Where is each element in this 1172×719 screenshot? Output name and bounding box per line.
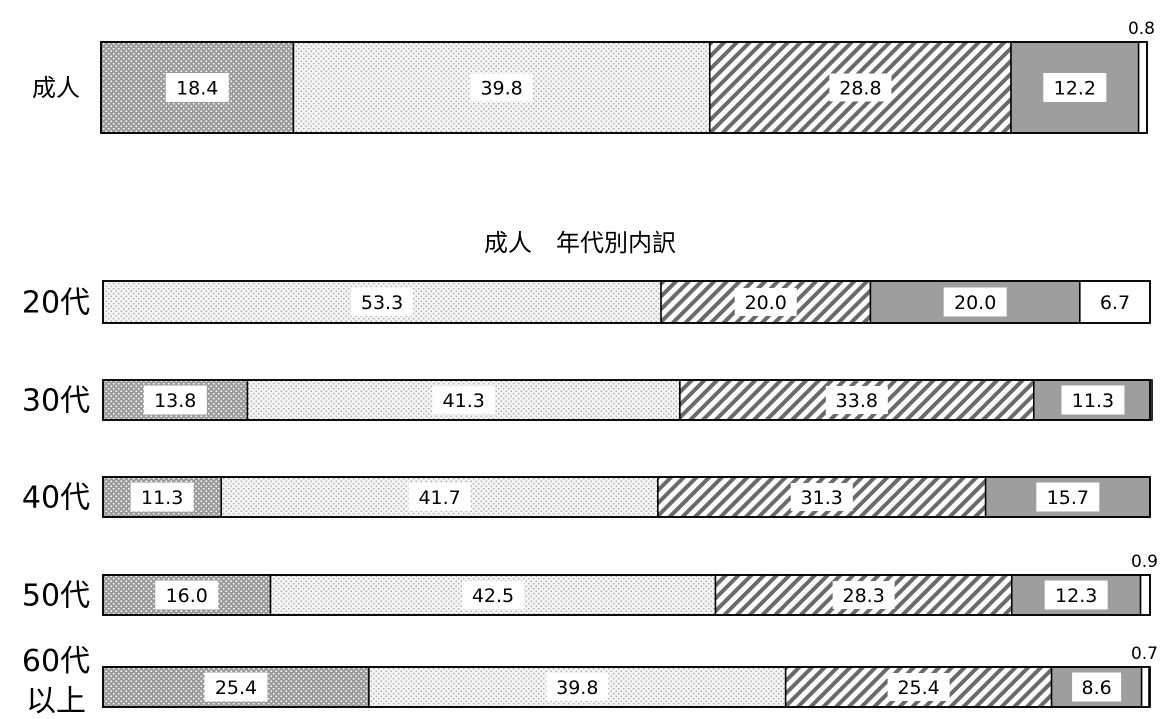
data-label: 20.0 — [954, 292, 996, 314]
data-label: 20.0 — [745, 292, 787, 314]
data-label-box — [204, 672, 268, 702]
data-label: 41.7 — [418, 487, 460, 509]
category-label: 50代 — [22, 579, 90, 614]
data-label-outside: 0.7 — [1131, 644, 1158, 664]
bar-segment-white — [1137, 41, 1148, 134]
data-label: 28.3 — [842, 585, 884, 607]
data-label-box — [143, 385, 207, 415]
data-label: 28.8 — [839, 78, 881, 100]
data-label: 6.7 — [1100, 292, 1130, 314]
data-label-box — [734, 288, 797, 316]
data-label-box — [432, 386, 495, 414]
data-label: 11.3 — [1072, 390, 1114, 412]
data-label: 39.8 — [556, 677, 598, 699]
data-label-box — [1036, 482, 1100, 512]
bar-segment-white — [1140, 666, 1150, 708]
data-label-outside: 0.9 — [1131, 552, 1158, 572]
bar-outline — [102, 379, 1151, 421]
data-label-box — [1072, 672, 1122, 702]
data-label: 12.2 — [1054, 78, 1096, 100]
category-label: 40代 — [22, 481, 90, 516]
data-label: 39.8 — [480, 78, 522, 100]
data-label-box — [546, 673, 609, 701]
data-label: 41.3 — [443, 390, 485, 412]
data-label-box — [790, 483, 853, 511]
data-label-box — [462, 581, 525, 609]
data-label: 25.4 — [897, 677, 939, 699]
category-label: 20代 — [22, 286, 90, 321]
data-label: 16.0 — [166, 585, 208, 607]
data-label: 53.3 — [361, 292, 403, 314]
bar-outline — [102, 574, 1151, 616]
bar-outline — [102, 280, 1151, 324]
category-label: 成人 — [32, 74, 80, 102]
data-label: 25.4 — [215, 677, 257, 699]
bar-outline — [102, 476, 1151, 518]
category-label: 60代以上 — [22, 644, 90, 719]
bar-outline — [100, 41, 1148, 134]
bar-segment-white — [1139, 574, 1151, 616]
data-label-box — [1044, 580, 1108, 610]
data-label: 8.6 — [1081, 677, 1111, 699]
category-label: 30代 — [22, 384, 90, 419]
stacked-bars: 成人 18.4 39.8 28.8 12.2 0.8 20代 53.3 20.0 20.0 6.7 3… — [22, 19, 1158, 719]
data-label-box — [155, 580, 219, 610]
data-label: 18.4 — [176, 78, 218, 100]
data-label-box — [829, 73, 892, 102]
data-label: 33.8 — [836, 390, 878, 412]
data-label: 12.3 — [1055, 585, 1097, 607]
data-label-box — [832, 581, 895, 609]
data-label-box — [943, 287, 1007, 317]
data-label: 13.8 — [154, 390, 196, 412]
bar-outline — [102, 666, 1151, 708]
data-label-box — [1090, 288, 1139, 316]
data-label: 42.5 — [472, 585, 514, 607]
data-label-box — [165, 73, 229, 102]
data-label: 15.7 — [1047, 487, 1089, 509]
data-label-box — [470, 73, 533, 102]
section-title: 成人 年代別内訳 — [484, 229, 676, 257]
data-label-box — [1043, 73, 1107, 102]
data-label-box — [351, 288, 414, 316]
data-label-box — [825, 386, 888, 414]
data-label-box — [887, 673, 950, 701]
data-label-box — [130, 482, 194, 512]
data-label-box — [1061, 385, 1125, 415]
data-label: 31.3 — [801, 487, 843, 509]
data-label-outside: 0.8 — [1128, 19, 1155, 39]
data-label-box — [408, 483, 471, 511]
data-label: 11.3 — [141, 487, 183, 509]
